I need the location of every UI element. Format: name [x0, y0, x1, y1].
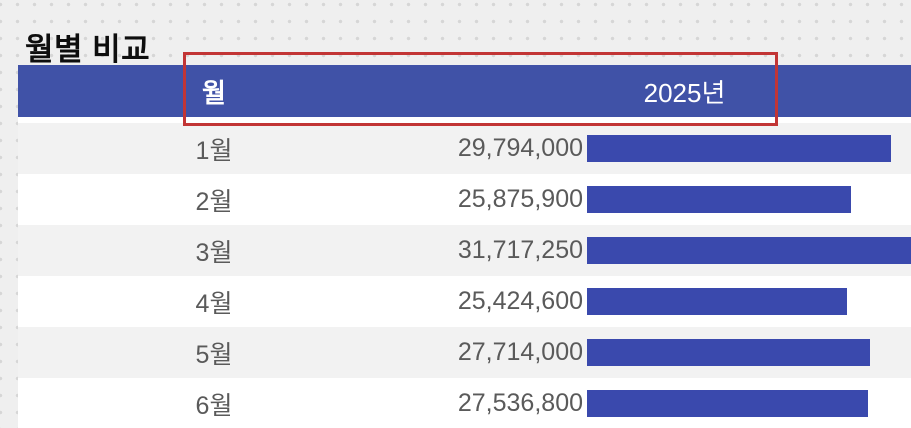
value-bar [587, 237, 911, 264]
value-bar [587, 186, 851, 213]
table-row-apr: 4월 25,424,600 [18, 276, 911, 327]
bar-cell [587, 135, 911, 162]
bar-cell [587, 186, 911, 213]
value-label: 27,714,000 [457, 338, 583, 366]
month-label: 6월 [195, 391, 233, 420]
value-label: 31,717,250 [457, 236, 583, 264]
table-row-mar: 3월 31,717,250 [18, 225, 911, 276]
bar-cell [587, 237, 911, 264]
value-label: 27,536,800 [457, 389, 583, 417]
value-bar [587, 390, 868, 417]
bar-cell [587, 339, 911, 366]
column-header-year-2025: 2025년 [643, 77, 726, 108]
monthly-comparison-table: 월 2025년 1월 29,794,000 2월 25,875,900 3월 3… [18, 65, 911, 428]
bar-cell [587, 390, 911, 417]
table-row-feb: 2월 25,875,900 [18, 174, 911, 225]
month-label: 2월 [195, 187, 233, 216]
value-label: 25,424,600 [457, 287, 583, 315]
table-row-jan: 1월 29,794,000 [18, 123, 911, 174]
value-label: 25,875,900 [457, 185, 583, 213]
month-label: 1월 [195, 136, 233, 165]
month-label: 4월 [195, 289, 233, 318]
table-body: 1월 29,794,000 2월 25,875,900 3월 31,717,25… [18, 123, 911, 428]
month-label: 3월 [195, 238, 233, 267]
value-bar [587, 288, 847, 315]
table-row-may: 5월 27,714,000 [18, 327, 911, 378]
value-label: 29,794,000 [457, 134, 583, 162]
value-bar [587, 339, 870, 366]
month-label: 5월 [195, 340, 233, 369]
table-row-jun: 6월 27,536,800 [18, 378, 911, 428]
header-divider [18, 117, 911, 123]
table-header-row: 월 2025년 [18, 65, 911, 117]
column-header-month: 월 [202, 77, 226, 108]
bar-cell [587, 288, 911, 315]
value-bar [587, 135, 891, 162]
page-title: 월별 비교 [25, 32, 151, 67]
